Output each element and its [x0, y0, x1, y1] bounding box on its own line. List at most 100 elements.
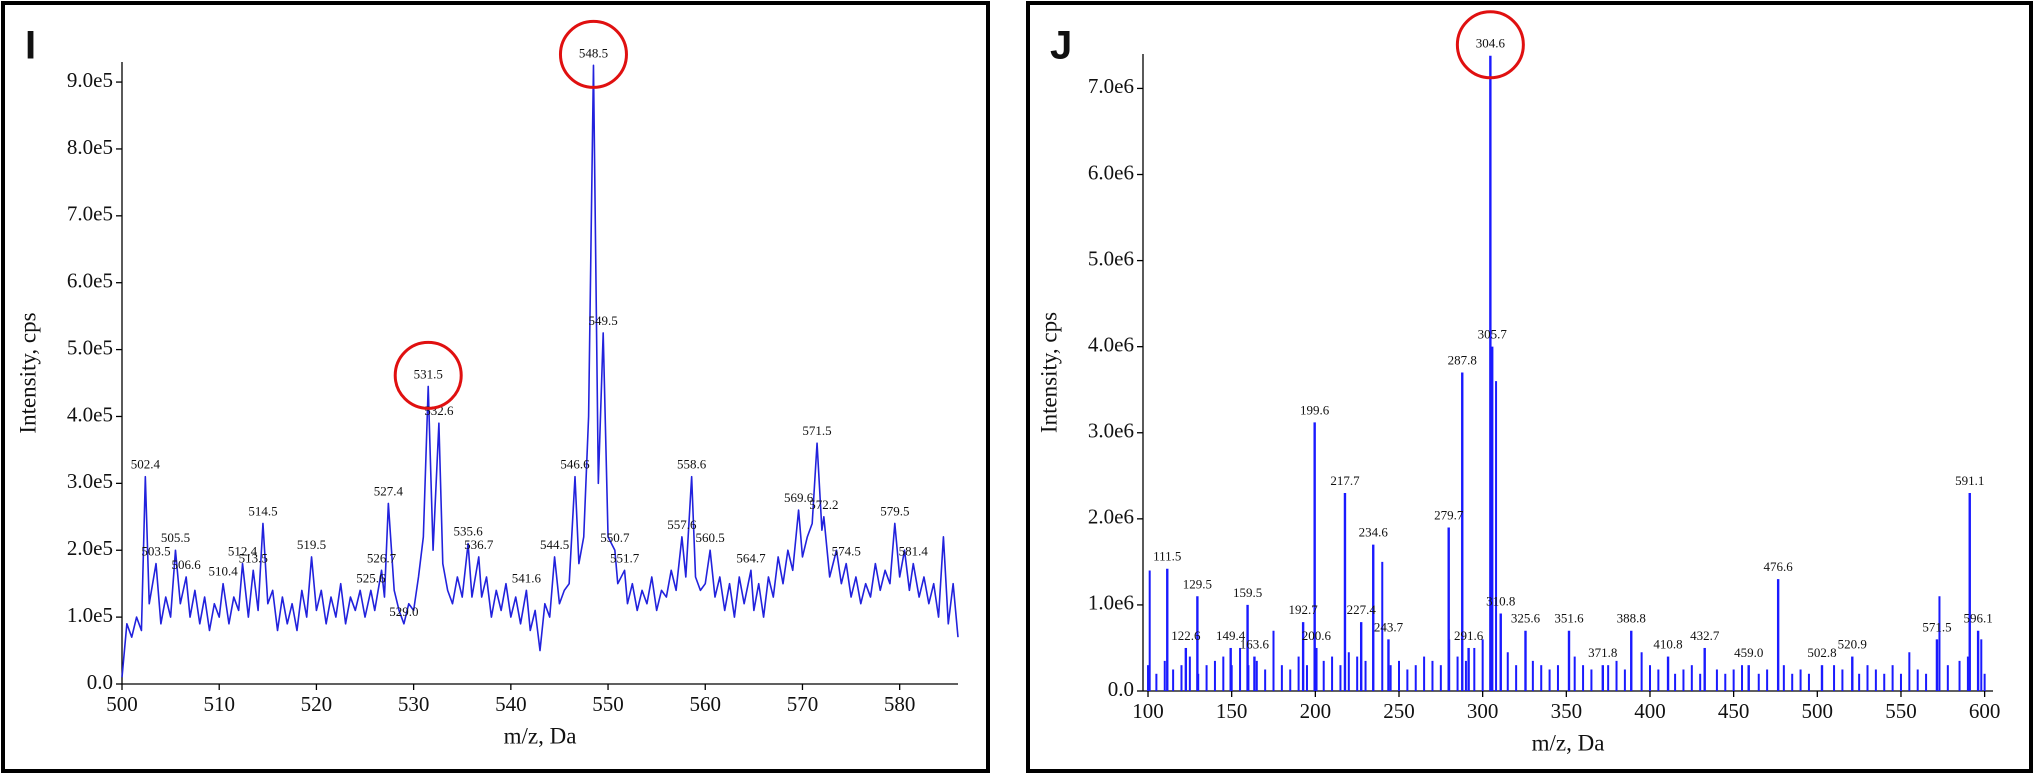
peak-label: 546.6 [560, 457, 590, 472]
peak-label: 505.5 [161, 530, 190, 545]
y-tick-label: 2.0e5 [67, 536, 113, 560]
y-tick-label: 7.0e6 [1088, 74, 1134, 98]
x-tick-label: 580 [884, 692, 916, 716]
peak-label: 502.8 [1807, 645, 1836, 660]
peak-label: 310.8 [1486, 594, 1515, 609]
x-tick-label: 510 [203, 692, 235, 716]
peak-label: 581.4 [899, 544, 929, 559]
peak-label: 291.6 [1454, 628, 1484, 643]
peak-label: 325.6 [1511, 611, 1541, 626]
peak-label: 200.6 [1302, 628, 1332, 643]
peak-label: 506.6 [172, 557, 202, 572]
peak-label: 217.7 [1330, 473, 1360, 488]
peak-label: 525.6 [356, 570, 386, 585]
y-tick-label: 6.0e5 [67, 269, 113, 293]
highlight-circle [1455, 10, 1525, 80]
peak-label: 558.6 [677, 457, 707, 472]
y-tick-label: 1.0e5 [67, 603, 113, 627]
peak-label: 513.5 [239, 550, 268, 565]
y-tick-label: 8.0e5 [67, 135, 113, 159]
x-tick-label: 540 [495, 692, 527, 716]
x-tick-label: 200 [1300, 699, 1332, 723]
y-tick-label: 0.0 [1108, 677, 1134, 701]
peak-label: 519.5 [297, 537, 326, 552]
peak-label: 571.5 [1922, 619, 1951, 634]
y-tick-label: 3.0e6 [1088, 419, 1134, 443]
peak-label: 514.5 [248, 503, 277, 518]
peak-label: 536.7 [464, 537, 494, 552]
x-tick-label: 520 [301, 692, 333, 716]
peak-label: 243.7 [1374, 619, 1404, 634]
peak-label: 163.6 [1240, 637, 1270, 652]
peak-label: 531.5 [414, 366, 443, 381]
peak-label: 548.5 [579, 45, 608, 60]
y-tick-label: 3.0e5 [67, 469, 113, 493]
peak-label: 541.6 [512, 570, 542, 585]
y-tick-label: 4.0e6 [1088, 332, 1134, 356]
peak-label: 234.6 [1359, 525, 1389, 540]
peak-label: 551.7 [610, 550, 640, 565]
peak-label: 199.6 [1300, 402, 1330, 417]
x-tick-label: 530 [398, 692, 430, 716]
peak-label: 526.7 [367, 550, 397, 565]
y-tick-label: 1.0e6 [1088, 591, 1134, 615]
x-tick-label: 570 [787, 692, 819, 716]
peak-label: 510.4 [208, 564, 238, 579]
peak-label: 544.5 [540, 537, 569, 552]
x-tick-label: 250 [1383, 699, 1415, 723]
peak-label: 192.7 [1289, 602, 1319, 617]
y-tick-label: 9.0e5 [67, 68, 113, 92]
y-axis-title: Intensity, cps [15, 312, 40, 433]
peak-label: 591.1 [1955, 473, 1984, 488]
y-tick-label: 4.0e5 [67, 402, 113, 426]
x-tick-label: 450 [1718, 699, 1750, 723]
peak-label: 502.4 [131, 457, 161, 472]
peak-label: 560.5 [695, 530, 724, 545]
panel-frame [1, 1, 990, 773]
peak-label: 459.0 [1734, 645, 1763, 660]
peak-label: 149.4 [1216, 628, 1246, 643]
x-axis-title: m/z, Da [504, 723, 577, 748]
peak-label: 388.8 [1617, 611, 1646, 626]
peak-label: 564.7 [736, 550, 766, 565]
peak-label: 227.4 [1347, 602, 1377, 617]
x-tick-label: 560 [690, 692, 722, 716]
y-tick-label: 0.0 [87, 670, 113, 694]
peak-label: 432.7 [1690, 628, 1720, 643]
peak-label: 279.7 [1434, 507, 1464, 522]
highlight-circle [393, 340, 463, 410]
peak-label: 569.6 [784, 490, 814, 505]
peak-label: 371.8 [1588, 645, 1617, 660]
peak-label: 549.5 [589, 313, 618, 328]
x-tick-label: 550 [592, 692, 624, 716]
x-tick-label: 600 [1969, 699, 2001, 723]
peak-label: 557.6 [667, 517, 697, 532]
y-tick-label: 5.0e5 [67, 335, 113, 359]
peak-label: 305.7 [1478, 327, 1508, 342]
y-tick-label: 6.0e6 [1088, 160, 1134, 184]
peak-label: 111.5 [1153, 549, 1181, 564]
x-tick-label: 350 [1551, 699, 1583, 723]
x-tick-label: 400 [1634, 699, 1666, 723]
peak-label: 129.5 [1183, 576, 1212, 591]
peak-label: 476.6 [1764, 559, 1794, 574]
peak-label: 520.9 [1838, 637, 1867, 652]
peak-label: 503.5 [141, 544, 170, 559]
peak-label: 122.6 [1171, 628, 1201, 643]
x-tick-label: 100 [1132, 699, 1164, 723]
peak-label: 304.6 [1476, 36, 1506, 51]
panel-label: I [25, 24, 36, 68]
y-tick-label: 2.0e6 [1088, 505, 1134, 529]
peak-label: 529.0 [389, 604, 418, 619]
peak-label: 410.8 [1653, 637, 1682, 652]
x-axis-title: m/z, Da [1532, 730, 1605, 755]
x-tick-label: 300 [1467, 699, 1499, 723]
peak-label: 572.2 [809, 497, 838, 512]
peak-label: 574.5 [832, 544, 861, 559]
x-tick-label: 550 [1885, 699, 1917, 723]
y-tick-label: 5.0e6 [1088, 246, 1134, 270]
peak-label: 512.4 [228, 544, 258, 559]
highlight-circle [558, 19, 628, 89]
x-tick-label: 500 [106, 692, 138, 716]
